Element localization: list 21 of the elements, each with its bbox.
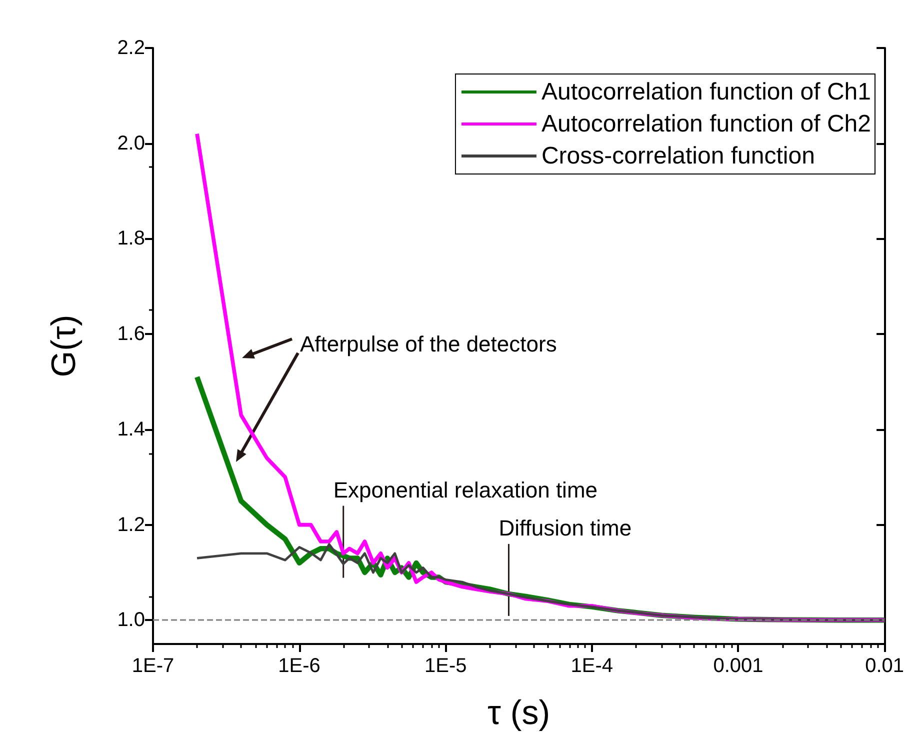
y-tick-label: 2.0 [117,132,145,154]
y-tick-label: 1.8 [117,228,145,250]
annotation: Diffusion time [498,515,632,540]
y-tick-label: 1.2 [117,514,145,536]
annotation: Afterpulse of the detectors [300,332,557,356]
legend-label: Cross-correlation function [541,142,815,170]
x-tick-label: 0.001 [713,655,764,677]
y-tick-label: 1.0 [117,609,145,632]
x-axis-title: τ (s) [488,694,550,732]
legend-label: Autocorrelation function of Ch2 [541,110,871,138]
x-tick-label: 1E-6 [278,655,320,677]
legend-label: Autocorrelation function of Ch1 [541,78,871,106]
y-tick-label: 1.4 [117,418,145,440]
x-tick-label: 1E-5 [424,655,467,677]
y-tick-label: 1.6 [117,323,145,346]
x-tick-label: 1E-7 [132,655,174,677]
y-tick-label: 2.2 [117,37,145,59]
y-axis-title: G(τ) [45,314,83,378]
x-tick-label: 0.01 [865,655,904,677]
x-tick-label: 1E-4 [570,655,614,677]
annotation: Exponential relaxation time [333,477,598,502]
